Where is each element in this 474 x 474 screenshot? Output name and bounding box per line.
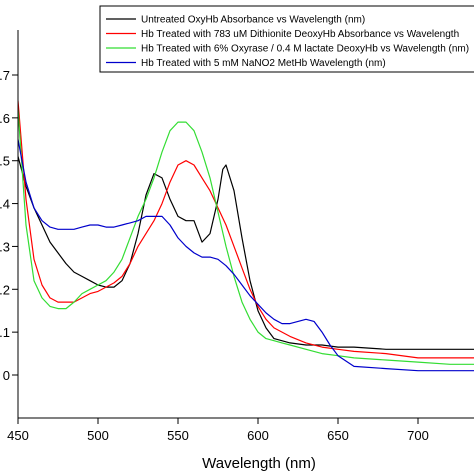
series-line-3 bbox=[18, 109, 474, 365]
y-tick-label: .4 bbox=[0, 197, 10, 212]
x-tick-label: 650 bbox=[327, 428, 349, 443]
legend-label: Hb Treated with 5 mM NaNO2 MetHb Wavelen… bbox=[141, 58, 386, 69]
y-tick-label: 0 bbox=[3, 368, 10, 383]
y-tick-label: .2 bbox=[0, 282, 10, 297]
legend-box bbox=[99, 5, 474, 73]
series-line-1 bbox=[18, 156, 474, 350]
y-tick-label: .6 bbox=[0, 111, 10, 126]
legend: Untreated OxyHb Absorbance vs Wavelength… bbox=[99, 5, 474, 73]
series-line-4 bbox=[18, 139, 474, 372]
legend-label: Hb Treated with 783 uM Dithionite DeoxyH… bbox=[141, 29, 459, 40]
x-tick-label: 700 bbox=[407, 428, 429, 443]
x-tick-label: 550 bbox=[167, 428, 189, 443]
y-tick-label: .3 bbox=[0, 239, 10, 254]
x-ticks: 450 500 550 600 650 700 bbox=[7, 418, 429, 443]
x-tick-label: 500 bbox=[87, 428, 109, 443]
y-tick-label: .5 bbox=[0, 154, 10, 169]
y-tick-label: .7 bbox=[0, 68, 10, 83]
legend-label: Hb Treated with 6% Oxyrase / 0.4 M lacta… bbox=[141, 44, 469, 55]
x-axis-title: Wavelength (nm) bbox=[202, 455, 316, 472]
y-tick-label: .1 bbox=[0, 325, 10, 340]
x-tick-label: 600 bbox=[247, 428, 269, 443]
series-line-2 bbox=[18, 100, 474, 359]
series-layer bbox=[18, 100, 474, 372]
y-ticks: 0 .1 .2 .3 .4 .5 .6 .7 bbox=[0, 68, 18, 383]
legend-label: Untreated OxyHb Absorbance vs Wavelength… bbox=[141, 15, 365, 26]
x-tick-label: 450 bbox=[7, 428, 29, 443]
